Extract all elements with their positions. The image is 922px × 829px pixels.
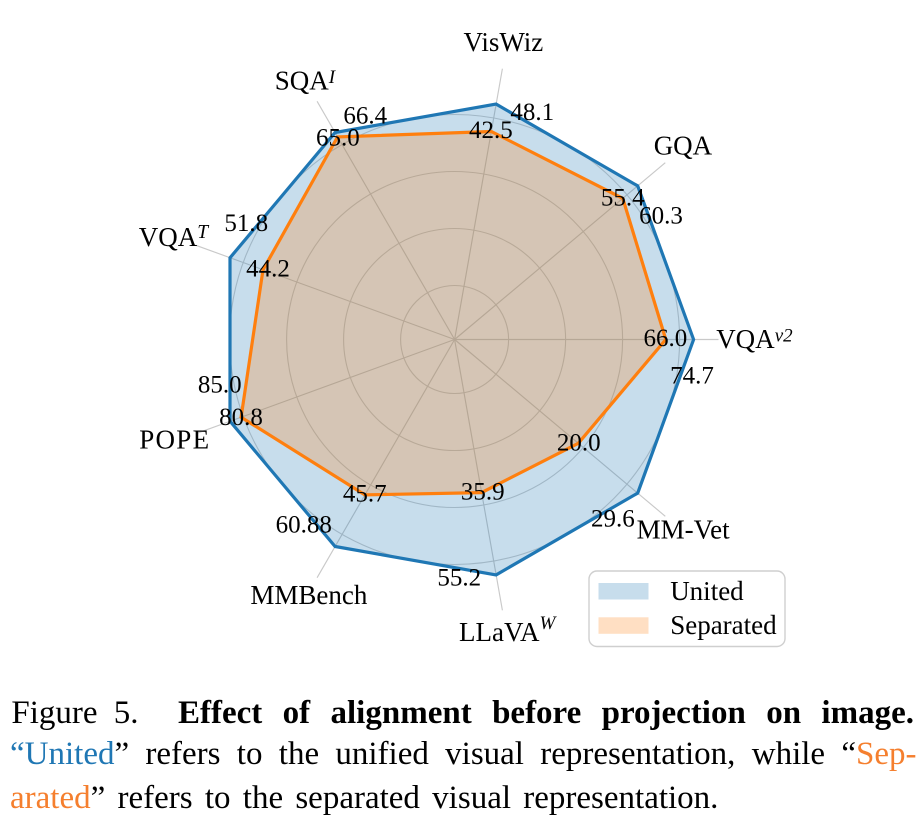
svg-text:51.8: 51.8 — [224, 210, 268, 237]
svg-text:35.9: 35.9 — [461, 479, 505, 506]
svg-text:48.1: 48.1 — [510, 99, 554, 126]
svg-text:GQA: GQA — [654, 131, 713, 161]
svg-text:VQAT: VQAT — [139, 222, 210, 252]
svg-text:VisWiz: VisWiz — [464, 27, 544, 57]
svg-text:80.8: 80.8 — [219, 404, 263, 431]
svg-text:United: United — [670, 576, 744, 606]
svg-text:65.0: 65.0 — [316, 124, 360, 151]
svg-text:POPE: POPE — [139, 425, 210, 455]
svg-text:66.0: 66.0 — [644, 325, 688, 352]
svg-text:55.4: 55.4 — [601, 185, 645, 212]
svg-text:45.7: 45.7 — [343, 481, 387, 508]
svg-text:SQAI: SQAI — [275, 65, 337, 95]
svg-text:85.0: 85.0 — [198, 372, 242, 399]
svg-text:29.6: 29.6 — [591, 506, 635, 533]
svg-text:60.88: 60.88 — [276, 512, 332, 539]
svg-text:42.5: 42.5 — [469, 117, 513, 144]
svg-text:60.3: 60.3 — [639, 203, 683, 230]
svg-text:74.7: 74.7 — [670, 362, 714, 389]
svg-text:55.2: 55.2 — [437, 565, 481, 592]
svg-text:Separated: Separated — [670, 610, 777, 640]
svg-text:20.0: 20.0 — [557, 430, 601, 457]
svg-text:44.2: 44.2 — [246, 255, 290, 282]
svg-text:MM-Vet: MM-Vet — [637, 514, 730, 544]
svg-text:66.4: 66.4 — [343, 103, 387, 130]
svg-text:VQAv2: VQAv2 — [716, 324, 793, 354]
svg-text:MMBench: MMBench — [250, 580, 367, 610]
svg-text:LLaVAW: LLaVAW — [459, 613, 558, 647]
